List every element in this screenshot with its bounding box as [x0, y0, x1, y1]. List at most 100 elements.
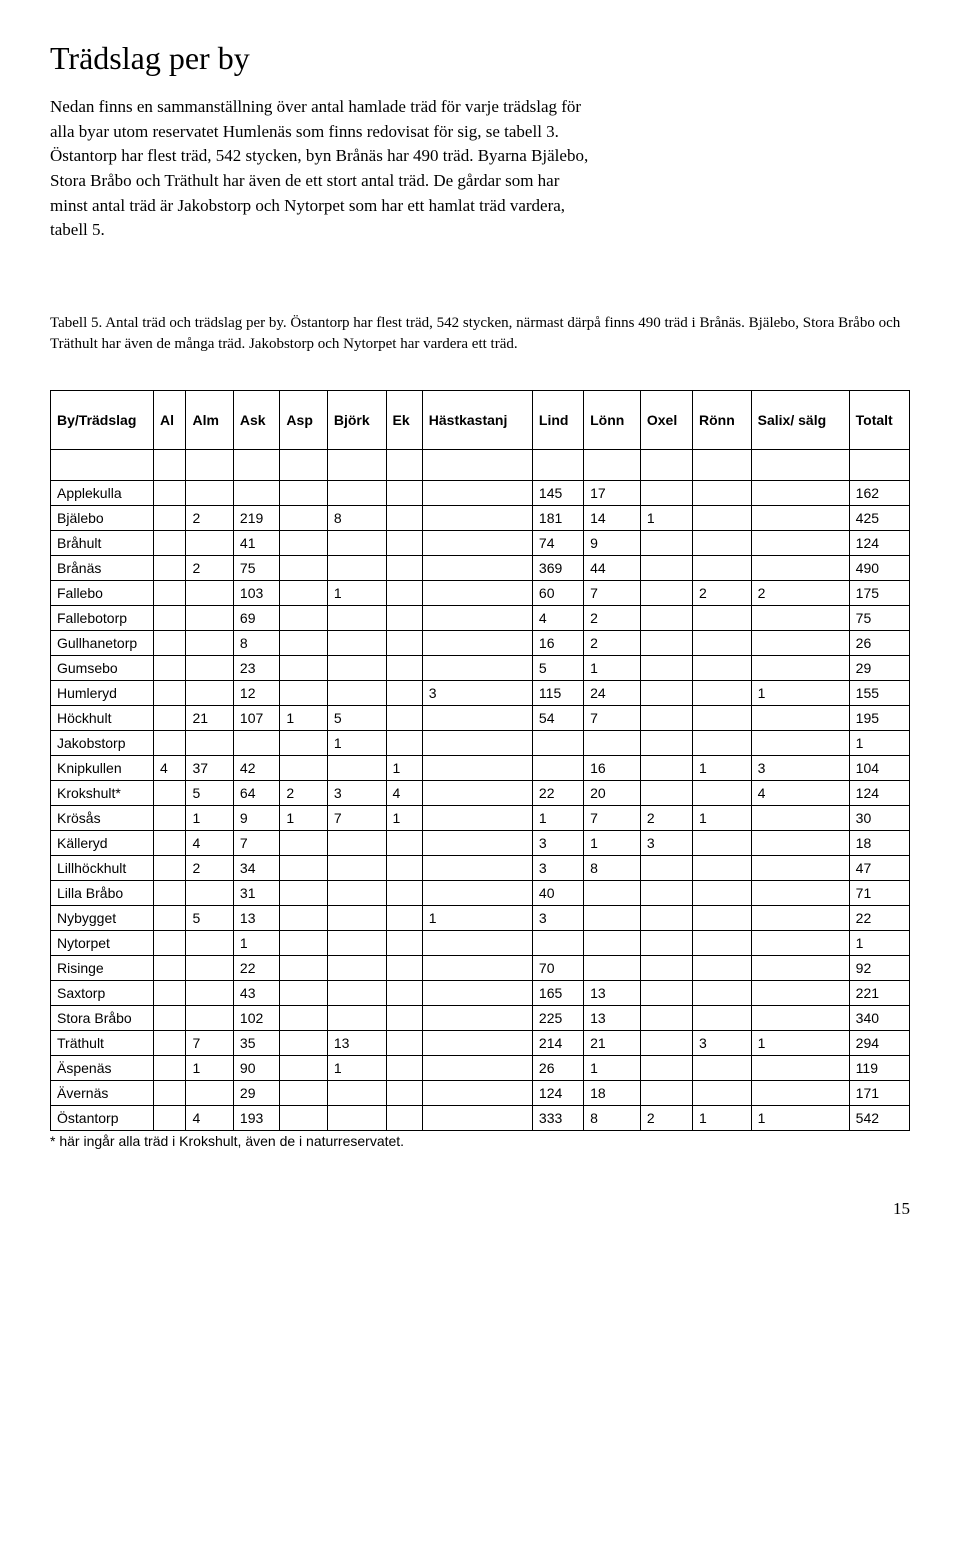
cell [186, 880, 233, 905]
cell [186, 680, 233, 705]
table-row: Krokshult*56423422204124 [51, 780, 910, 805]
cell [280, 1080, 327, 1105]
cell: 74 [532, 530, 583, 555]
cell: 369 [532, 555, 583, 580]
cell: 70 [532, 955, 583, 980]
cell [640, 630, 692, 655]
cell: 44 [584, 555, 641, 580]
cell: 26 [532, 1055, 583, 1080]
cell [693, 630, 752, 655]
cell: 47 [849, 855, 909, 880]
cell [751, 955, 849, 980]
cell [751, 655, 849, 680]
cell [186, 1080, 233, 1105]
cell: 3 [640, 830, 692, 855]
cell: 175 [849, 580, 909, 605]
cell [532, 755, 583, 780]
cell [233, 730, 280, 755]
cell: 2 [280, 780, 327, 805]
cell [186, 530, 233, 555]
cell [640, 555, 692, 580]
table-row: Knipkullen4374211613104 [51, 755, 910, 780]
cell [280, 480, 327, 505]
cell: 4 [532, 605, 583, 630]
cell [422, 755, 532, 780]
cell: 155 [849, 680, 909, 705]
cell [693, 780, 752, 805]
cell [640, 1030, 692, 1055]
cell [584, 930, 641, 955]
table-row: Östantorp41933338211542 [51, 1105, 910, 1130]
col-header: Asp [280, 390, 327, 449]
cell [422, 505, 532, 530]
cell [693, 880, 752, 905]
col-header: Ek [386, 390, 422, 449]
cell: 8 [233, 630, 280, 655]
cell: 1 [386, 755, 422, 780]
cell [327, 980, 386, 1005]
cell [640, 980, 692, 1005]
cell: 2 [584, 605, 641, 630]
cell: 5 [186, 780, 233, 805]
table-row: Fallebo103160722175 [51, 580, 910, 605]
cell: 35 [233, 1030, 280, 1055]
cell: 145 [532, 480, 583, 505]
cell [186, 1005, 233, 1030]
row-name: Humleryd [51, 680, 154, 705]
cell [386, 680, 422, 705]
row-name: Ävernäs [51, 1080, 154, 1105]
cell: 1 [751, 1105, 849, 1130]
cell [693, 1055, 752, 1080]
cell: 195 [849, 705, 909, 730]
cell: 75 [233, 555, 280, 580]
table-row: Nybygget5131322 [51, 905, 910, 930]
cell: 2 [186, 855, 233, 880]
cell [186, 630, 233, 655]
cell: 24 [584, 680, 641, 705]
cell [280, 555, 327, 580]
row-name: Höckhult [51, 705, 154, 730]
cell [422, 555, 532, 580]
cell [386, 480, 422, 505]
cell [154, 605, 186, 630]
cell [154, 930, 186, 955]
cell [532, 930, 583, 955]
cell [386, 505, 422, 530]
cell [751, 1005, 849, 1030]
cell [640, 730, 692, 755]
cell: 31 [233, 880, 280, 905]
cell [751, 905, 849, 930]
cell [422, 780, 532, 805]
row-name: Bjälebo [51, 505, 154, 530]
cell: 5 [532, 655, 583, 680]
table-row: Källeryd4731318 [51, 830, 910, 855]
table-caption: Tabell 5. Antal träd och trädslag per by… [50, 313, 910, 355]
cell [186, 980, 233, 1005]
cell [233, 480, 280, 505]
cell [154, 805, 186, 830]
cell [640, 880, 692, 905]
cell: 214 [532, 1030, 583, 1055]
cell: 1 [386, 805, 422, 830]
cell: 2 [584, 630, 641, 655]
row-name: Källeryd [51, 830, 154, 855]
cell [280, 655, 327, 680]
page-title: Trädslag per by [50, 40, 910, 77]
cell [280, 580, 327, 605]
cell: 294 [849, 1030, 909, 1055]
cell: 102 [233, 1005, 280, 1030]
cell [154, 980, 186, 1005]
cell: 104 [849, 755, 909, 780]
cell: 3 [422, 680, 532, 705]
cell [640, 680, 692, 705]
cell: 2 [751, 580, 849, 605]
cell: 1 [693, 755, 752, 780]
cell [154, 655, 186, 680]
cell: 3 [532, 830, 583, 855]
table-row: Krösås19171172130 [51, 805, 910, 830]
row-name: Krokshult* [51, 780, 154, 805]
cell [327, 480, 386, 505]
cell: 17 [584, 480, 641, 505]
cell [280, 905, 327, 930]
cell: 162 [849, 480, 909, 505]
